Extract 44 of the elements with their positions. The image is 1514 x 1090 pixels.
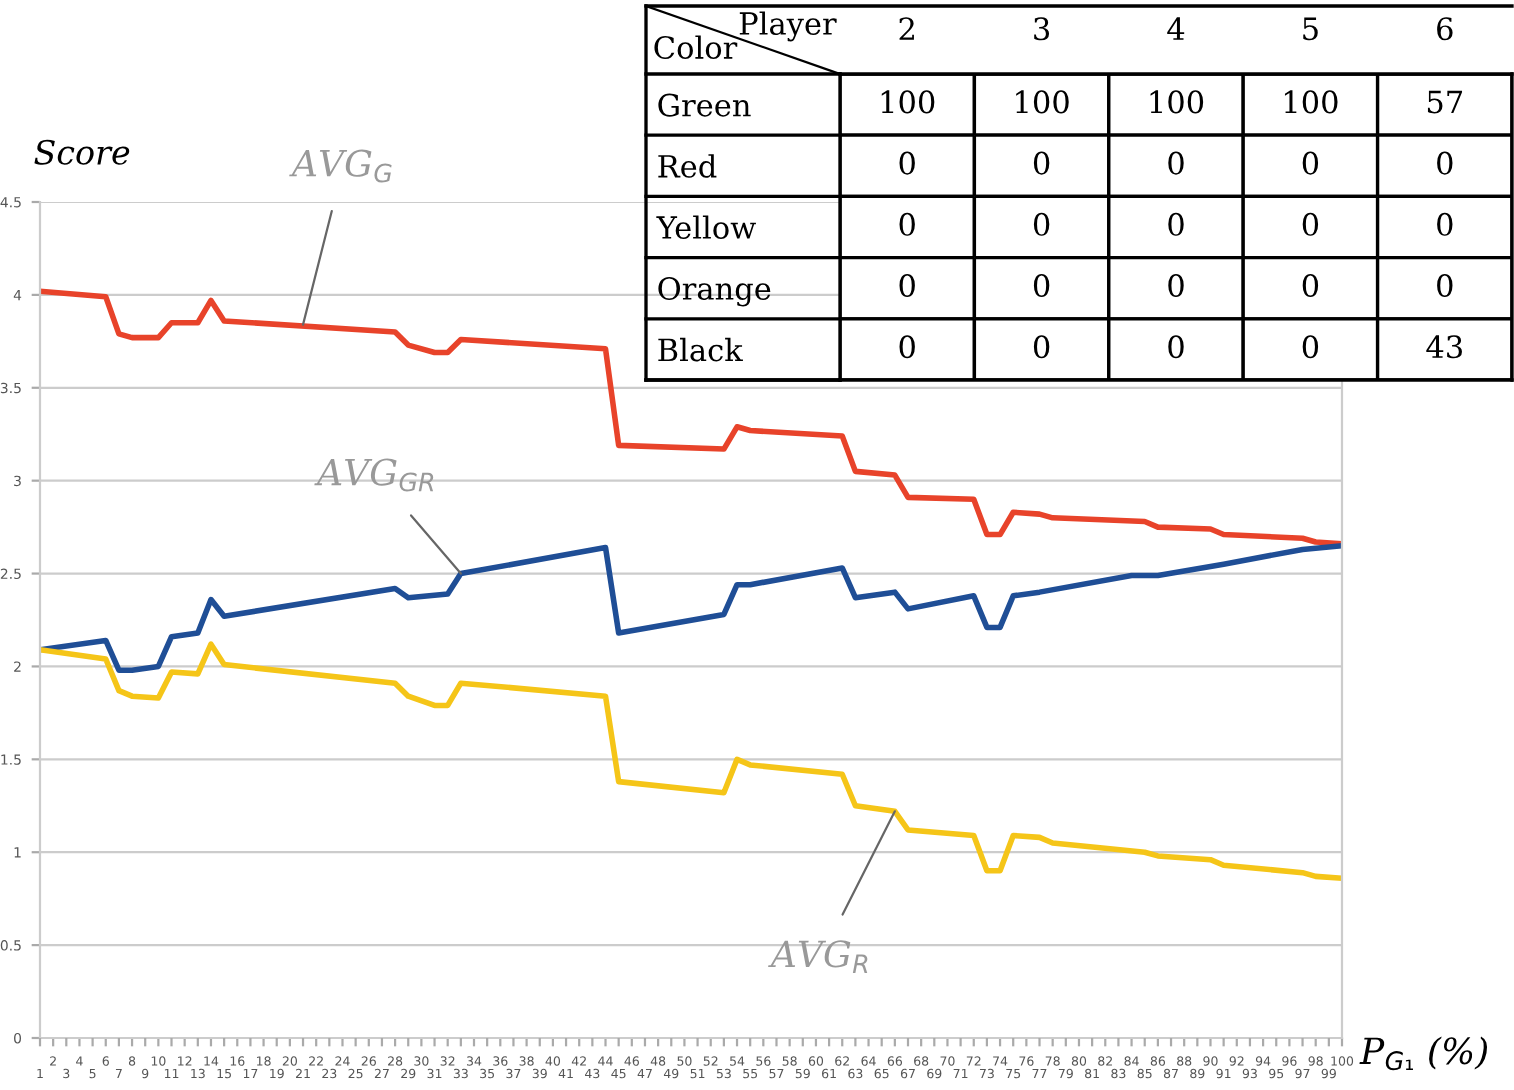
y-axis-title: Score — [34, 139, 130, 165]
y-axis-title: Color — [654, 35, 738, 60]
data-label: 0 — [1437, 212, 1453, 236]
data-label: 0 — [1437, 151, 1453, 175]
data-label: 0 — [1033, 273, 1050, 298]
y-tick-label: Red — [658, 154, 717, 178]
data-label: 0 — [1033, 151, 1050, 175]
data-label: 0 — [899, 212, 915, 236]
data-label: 0 — [1302, 151, 1319, 175]
data-label: 0 — [1168, 212, 1184, 236]
data-label: 0 — [1168, 335, 1184, 359]
x-tick-label: 4 — [1167, 17, 1185, 40]
x-axis-title: P$_{G₁}$ (%) — [1359, 1036, 1488, 1071]
x-tick-label: 5 — [1303, 17, 1318, 41]
data-label: 0 — [1168, 273, 1184, 298]
data-label: 0 — [1302, 335, 1319, 359]
y-tick-label: Green — [658, 93, 751, 117]
annotation: AVG$_{G}$ — [289, 149, 392, 183]
x-tick-label: 3 — [1034, 17, 1050, 41]
y-tick-label: Black — [658, 337, 743, 362]
data-label: 100 — [1016, 90, 1069, 114]
data-label: 43 — [1426, 335, 1462, 359]
data-label: 100 — [1284, 90, 1338, 114]
annotation: AVG$_{R}$ — [768, 940, 868, 973]
data-label: 0 — [1033, 212, 1050, 236]
data-label: 57 — [1427, 90, 1463, 114]
line-series — [40, 641, 1342, 882]
x-axis-title: Player — [739, 11, 837, 42]
line-series — [40, 542, 1342, 673]
data-label: 100 — [881, 90, 935, 114]
data-label: 0 — [1302, 273, 1319, 298]
y-tick-label: Orange — [658, 276, 771, 307]
data-label: 0 — [899, 151, 915, 175]
x-tick-label: 6 — [1437, 17, 1453, 41]
data-label: 0 — [899, 273, 915, 298]
x-tick-label: 2 — [899, 17, 914, 40]
data-label: 0 — [1437, 273, 1453, 298]
y-tick-label: Yellow — [656, 215, 756, 240]
data-label: 0 — [1033, 335, 1050, 359]
annotation: AVG$_{GR}$ — [314, 458, 434, 492]
data-label: 100 — [1150, 90, 1204, 114]
data-label: 0 — [899, 335, 915, 359]
data-label: 0 — [1168, 151, 1184, 175]
data-label: 0 — [1302, 212, 1319, 236]
